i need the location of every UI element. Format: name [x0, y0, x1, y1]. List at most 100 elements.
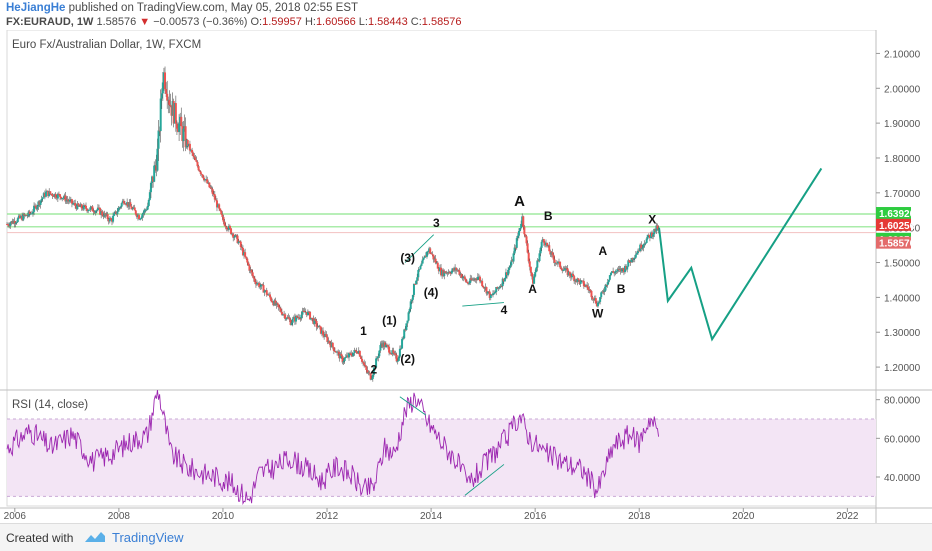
candle-body: [224, 225, 227, 227]
candle-body: [425, 251, 428, 257]
candle-body: [322, 330, 325, 335]
candle-body: [590, 290, 593, 298]
candle-body: [380, 343, 383, 346]
candle-body: [313, 319, 316, 324]
wave-label: B: [617, 282, 626, 296]
candle-body: [93, 212, 96, 213]
candle-body: [251, 272, 254, 277]
candle-body: [112, 215, 115, 222]
candle-body: [197, 166, 200, 171]
candle-body: [230, 228, 233, 235]
candle-body: [195, 160, 198, 162]
candle-body: [523, 226, 526, 235]
candle-body: [626, 266, 629, 270]
candle-body: [589, 289, 592, 291]
tradingview-brand[interactable]: TradingView: [112, 530, 184, 545]
candle-body: [314, 319, 317, 322]
candle-body: [441, 269, 444, 276]
candle-body: [513, 247, 516, 254]
candle-body: [101, 211, 104, 216]
chart-area[interactable]: 1.200001.300001.400001.500001.600001.700…: [0, 29, 932, 523]
candle-body: [211, 189, 214, 195]
candle-body: [481, 280, 484, 287]
candle-body: [8, 225, 11, 227]
candle-body: [601, 291, 604, 293]
candle-body: [40, 199, 43, 201]
candle-body: [372, 367, 375, 375]
candle-body: [621, 268, 624, 270]
candle-body: [6, 224, 8, 225]
candle-body: [192, 152, 195, 157]
candle-body: [205, 179, 208, 180]
candle-body: [438, 267, 441, 272]
candle-body: [364, 364, 367, 367]
candle-body: [324, 333, 327, 337]
candle-body: [292, 317, 295, 319]
candle-body: [249, 269, 252, 271]
candle-body: [144, 209, 147, 211]
candle-body: [320, 330, 323, 334]
candle-body: [600, 292, 603, 298]
wave-label: A: [528, 282, 537, 296]
candle-body: [259, 286, 262, 288]
wave-label: W: [592, 307, 604, 321]
candle-body: [512, 253, 515, 262]
candle-body: [519, 228, 522, 232]
candle-body: [147, 199, 150, 206]
time-tick-label: 2022: [836, 511, 859, 522]
candle-body: [503, 277, 506, 282]
candle-body: [155, 165, 158, 171]
candle-body: [583, 286, 586, 287]
candle-body: [551, 252, 554, 255]
candle-body: [417, 269, 420, 278]
candle-body: [647, 234, 650, 236]
candle-body: [648, 235, 651, 238]
candle-body: [464, 278, 467, 282]
candle-body: [635, 253, 638, 255]
candle-body: [48, 191, 51, 197]
candle-body: [553, 259, 556, 263]
candle-body: [118, 207, 121, 209]
candle-body: [559, 261, 562, 268]
time-tick-label: 2018: [628, 511, 651, 522]
candle-body: [373, 367, 376, 369]
candle-body: [316, 326, 319, 328]
candle-body: [221, 214, 224, 217]
candle-body: [34, 205, 37, 207]
candle-body: [317, 325, 320, 328]
candle-body: [451, 268, 454, 271]
candle-body: [73, 202, 76, 204]
candle-body: [349, 353, 352, 354]
candle-body: [602, 291, 605, 293]
candle-body: [448, 271, 451, 274]
price-badge-label: 1.58576: [879, 239, 916, 250]
candle-body: [310, 317, 313, 320]
candle-body: [649, 232, 652, 238]
candle-body: [130, 206, 133, 210]
candle-body: [485, 287, 488, 294]
candle-body: [618, 268, 621, 270]
candle-body: [605, 284, 608, 286]
candle-body: [114, 211, 117, 214]
candle-body: [596, 302, 599, 307]
candle-body: [567, 271, 570, 276]
candle-body: [156, 148, 159, 171]
chart-svg[interactable]: 1.200001.300001.400001.500001.600001.700…: [0, 29, 932, 523]
low-label: L:: [358, 16, 368, 28]
candle-body: [542, 239, 545, 243]
candle-body: [604, 284, 607, 291]
change-arrow-icon: ▼: [139, 16, 151, 28]
candle-body: [493, 293, 496, 295]
candle-body: [56, 193, 59, 199]
candle-body: [628, 260, 631, 263]
candle-body: [431, 253, 434, 255]
candle-body: [184, 126, 187, 148]
candle-body: [494, 292, 497, 294]
author-link[interactable]: HeJiangHe: [6, 2, 66, 14]
candle-body: [620, 268, 623, 272]
candle-body: [126, 202, 129, 205]
candle-body: [427, 251, 430, 253]
candle-body: [514, 247, 517, 249]
candle-body: [234, 234, 237, 237]
candle-body: [26, 215, 29, 217]
